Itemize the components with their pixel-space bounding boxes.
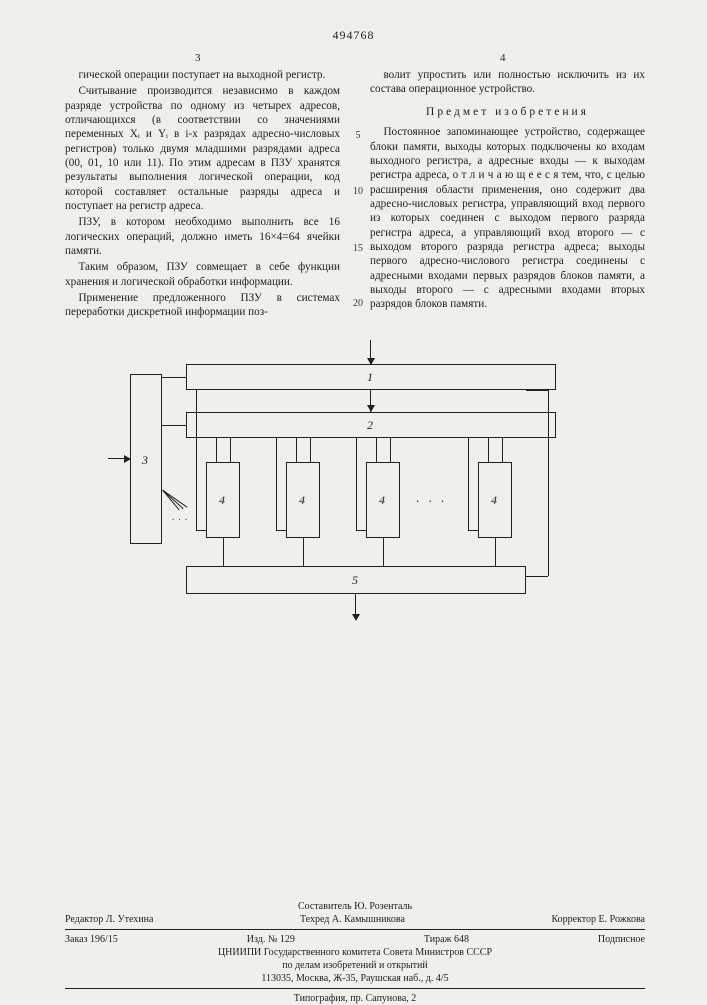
corrector: Корректор Е. Рожкова: [551, 913, 645, 926]
block-5: 5: [186, 566, 526, 594]
credits-row: Редактор Л. Утехина Техред А. Камышников…: [65, 913, 645, 926]
wire: [495, 538, 496, 566]
patent-page: 494768 3 4 гической операции поступает н…: [0, 0, 707, 1000]
line-mark: 10: [350, 186, 366, 197]
block-4: 4: [206, 462, 240, 538]
page-num-left: 3: [195, 52, 201, 64]
imprint-footer: Составитель Ю. Розенталь Редактор Л. Уте…: [65, 900, 645, 1005]
section-title: Предмет изобретения: [370, 105, 645, 120]
wire: [502, 438, 503, 462]
wire: [468, 438, 469, 530]
line-mark: 15: [350, 243, 366, 254]
compiler-line: Составитель Ю. Розенталь: [65, 900, 645, 913]
block-label: 5: [352, 573, 358, 588]
para: ПЗУ, в котором необходимо выполнить все …: [65, 215, 340, 258]
arrow-icon: [367, 405, 375, 412]
wire: [526, 390, 548, 391]
block-2: 2: [186, 412, 556, 438]
wire-fan: [162, 490, 188, 510]
block-label: 3: [142, 453, 148, 468]
wire: [356, 438, 357, 530]
addr-line: 113035, Москва, Ж-35, Раушская наб., д. …: [65, 972, 645, 985]
wire: [276, 530, 286, 531]
para: Считывание производится независимо в каж…: [65, 84, 340, 213]
line-mark: 20: [350, 298, 366, 309]
ellipsis: . . .: [416, 490, 447, 506]
block-3: 3: [130, 374, 162, 544]
para: Таким образом, ПЗУ совмещает в себе функ…: [65, 260, 340, 289]
para: волит упростить или полностью исключить …: [370, 68, 645, 97]
block-4: 4: [478, 462, 512, 538]
para: Постоянное запоминающее устройство, соде…: [370, 125, 645, 311]
left-column: гической операции поступает на выходной …: [65, 68, 340, 322]
block-label: 4: [219, 493, 225, 508]
ellipsis: . . .: [172, 512, 188, 522]
pub-row: Заказ 196/15 Изд. № 129 Тираж 648 Подпис…: [65, 933, 645, 946]
tech-editor: Техред А. Камышникова: [300, 913, 405, 926]
wire: [383, 538, 384, 566]
block-4: 4: [286, 462, 320, 538]
org-line2: по делам изобретений и открытий: [65, 959, 645, 972]
editor: Редактор Л. Утехина: [65, 913, 153, 926]
wire: [468, 530, 478, 531]
wire: [310, 438, 311, 462]
wire: [162, 377, 186, 378]
para: гической операции поступает на выходной …: [65, 68, 340, 82]
block-4: 4: [366, 462, 400, 538]
typography-line: Типография, пр. Сапунова, 2: [65, 992, 645, 1005]
wire: [223, 538, 224, 566]
wire: [356, 530, 366, 531]
arrow-icon: [367, 358, 375, 365]
arrow-icon: [124, 455, 131, 463]
podpisnoe: Подписное: [598, 933, 645, 946]
wire: [376, 438, 377, 462]
right-column: волит упростить или полностью исключить …: [370, 68, 645, 314]
arrow-icon: [352, 614, 360, 621]
wire: [276, 438, 277, 530]
doc-number: 494768: [0, 28, 707, 43]
divider: [65, 988, 645, 989]
wire: [303, 538, 304, 566]
tiraz: Тираж 648: [424, 933, 469, 946]
block-label: 2: [367, 418, 373, 433]
block-1: 1: [186, 364, 556, 390]
org-line: ЦНИИПИ Государственного комитета Совета …: [65, 946, 645, 959]
block-label: 1: [367, 370, 373, 385]
wire: [296, 438, 297, 462]
wire: [548, 390, 549, 576]
wire: [390, 438, 391, 462]
wire: [196, 530, 206, 531]
block-label: 4: [379, 493, 385, 508]
para: Применение предложенного ПЗУ в системах …: [65, 291, 340, 320]
page-num-right: 4: [500, 52, 506, 64]
order-num: Заказ 196/15: [65, 933, 118, 946]
wire: [488, 438, 489, 462]
wire: [216, 438, 217, 462]
wire: [230, 438, 231, 462]
block-label: 4: [299, 493, 305, 508]
wire: [526, 576, 548, 577]
line-mark: 5: [350, 130, 366, 141]
izd-num: Изд. № 129: [247, 933, 295, 946]
wire: [196, 390, 197, 530]
schematic-diagram: 3 1 2 4 4 4: [130, 350, 570, 640]
divider: [65, 929, 645, 930]
block-label: 4: [491, 493, 497, 508]
wire: [162, 425, 186, 426]
